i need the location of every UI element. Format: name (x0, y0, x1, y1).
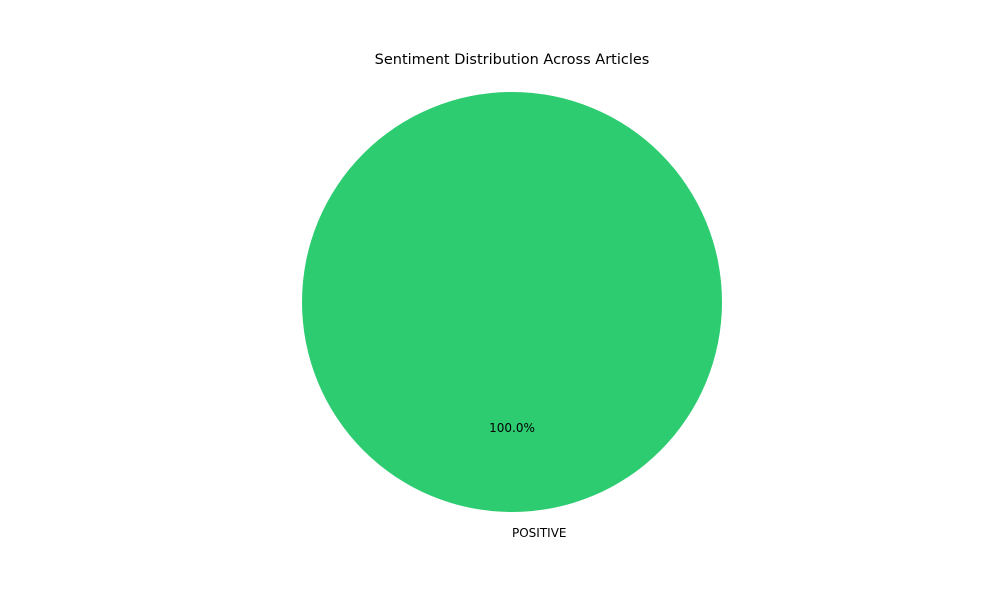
pie-category-label: POSITIVE (512, 526, 567, 540)
pie-slices (302, 92, 722, 512)
chart-title: Sentiment Distribution Across Articles (375, 52, 650, 68)
pie-slice-positive (302, 92, 722, 512)
pie-percent-label: 100.0% (489, 421, 535, 435)
pie-labels: 100.0% POSITIVE (489, 421, 566, 540)
